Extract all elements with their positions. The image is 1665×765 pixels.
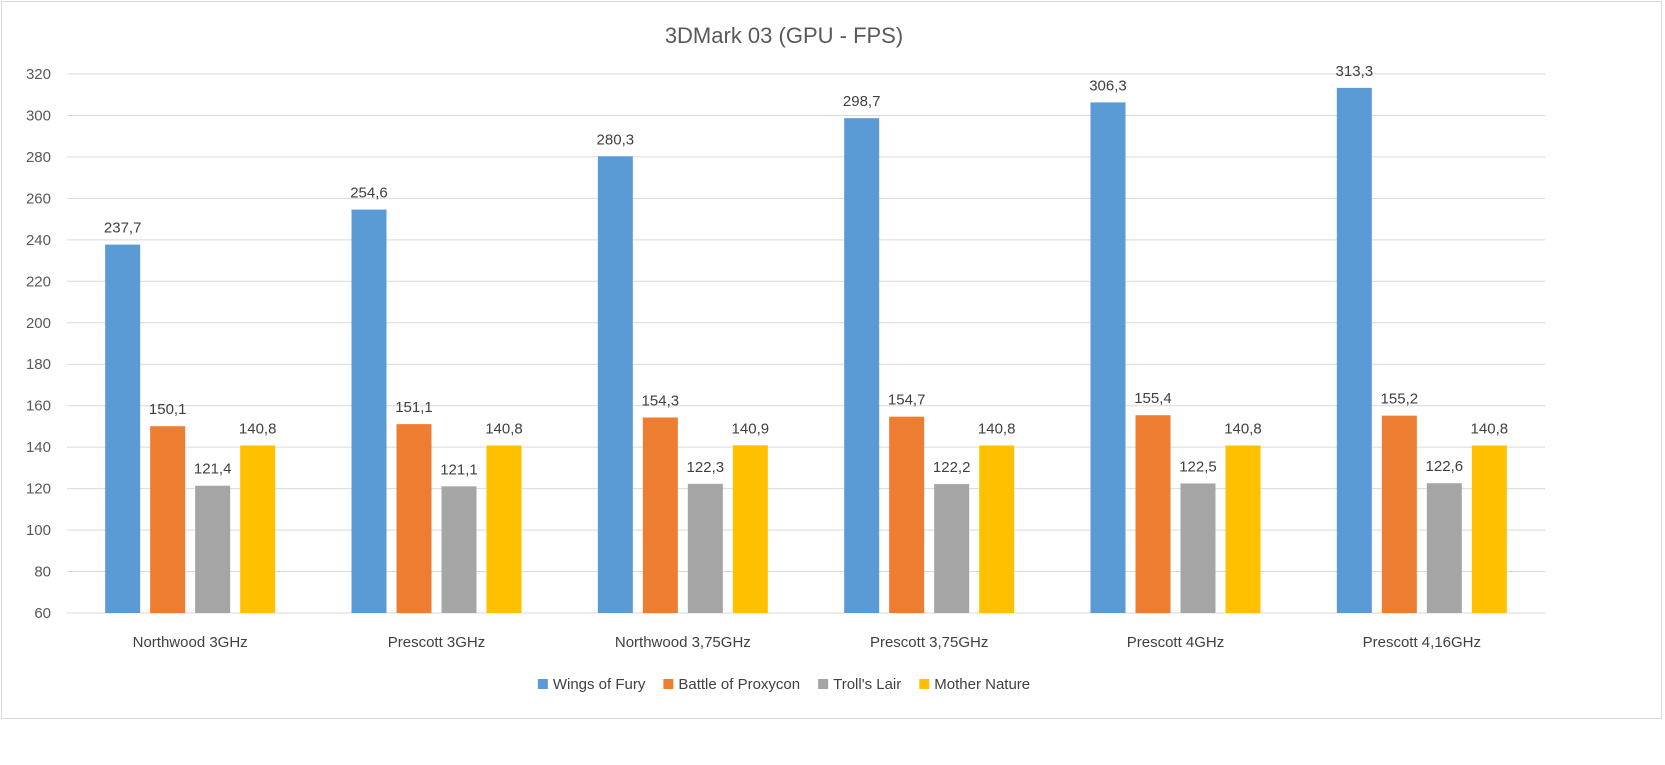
legend-label: Battle of Proxycon xyxy=(678,676,800,693)
y-tick-label: 260 xyxy=(26,190,51,207)
data-label: 155,2 xyxy=(1381,391,1419,408)
bar-wings-of-fury xyxy=(351,209,387,613)
data-label: 122,2 xyxy=(933,459,971,476)
data-label: 122,6 xyxy=(1426,458,1464,475)
y-axis-ticks: 60 80 100 120 140 160 180 200 220 240 260 280 300 320 xyxy=(26,66,51,622)
bar-mother-nature xyxy=(240,445,276,613)
y-tick-label: 160 xyxy=(26,398,51,415)
gridlines xyxy=(67,73,1545,614)
data-label: 155,4 xyxy=(1134,390,1172,407)
data-label: 151,1 xyxy=(395,399,433,416)
data-label: 140,8 xyxy=(485,420,523,437)
legend-swatch xyxy=(919,679,930,689)
bar-wings-of-fury xyxy=(597,156,633,613)
y-tick-label: 280 xyxy=(26,149,51,166)
data-label: 313,3 xyxy=(1336,63,1374,80)
x-axis-categories: Northwood 3GHz Prescott 3GHz Northwood 3,7… xyxy=(133,634,1481,651)
bars xyxy=(105,87,1507,613)
data-label: 140,8 xyxy=(239,420,277,437)
x-category-label: Prescott 4,16GHz xyxy=(1363,634,1481,651)
bar-troll-s-lair xyxy=(195,485,231,613)
y-tick-label: 180 xyxy=(26,356,51,373)
data-label: 140,8 xyxy=(1224,420,1262,437)
bar-mother-nature xyxy=(486,445,522,613)
y-tick-label: 60 xyxy=(34,605,51,622)
data-label: 280,3 xyxy=(597,131,635,148)
data-label: 122,3 xyxy=(687,459,725,476)
bar-mother-nature xyxy=(732,445,768,613)
legend-swatch xyxy=(663,679,674,689)
bar-troll-s-lair xyxy=(1180,483,1216,613)
data-label: 254,6 xyxy=(350,185,388,202)
bar-battle-of-proxycon xyxy=(642,417,678,613)
y-tick-label: 220 xyxy=(26,273,51,290)
data-label: 154,3 xyxy=(642,393,680,410)
chart-title: 3DMark 03 (GPU - FPS) xyxy=(665,23,903,48)
bar-wings-of-fury xyxy=(1336,87,1372,613)
bar-troll-s-lair xyxy=(441,486,477,613)
bar-troll-s-lair xyxy=(934,484,970,613)
legend-swatch xyxy=(818,679,829,689)
data-label: 121,1 xyxy=(440,461,478,478)
data-label: 121,4 xyxy=(194,461,232,478)
data-label: 122,5 xyxy=(1179,458,1217,475)
y-tick-label: 120 xyxy=(26,481,51,498)
data-label: 298,7 xyxy=(843,93,881,110)
x-category-label: Prescott 3,75GHz xyxy=(870,634,988,651)
data-label: 150,1 xyxy=(149,401,187,418)
x-category-label: Prescott 4GHz xyxy=(1127,634,1225,651)
bar-troll-s-lair xyxy=(687,483,723,613)
y-tick-label: 80 xyxy=(34,564,51,581)
x-category-label: Northwood 3GHz xyxy=(133,634,248,651)
bar-battle-of-proxycon xyxy=(1135,415,1171,613)
data-labels: 237,7 150,1 121,4 140,8 254,6 151,1 121,1 140,8… xyxy=(104,63,1508,478)
bar-mother-nature xyxy=(979,445,1015,613)
bar-battle-of-proxycon xyxy=(889,416,925,613)
bar-wings-of-fury xyxy=(1090,102,1126,613)
data-label: 140,8 xyxy=(978,420,1016,437)
bar-battle-of-proxycon xyxy=(150,426,186,613)
bar-wings-of-fury xyxy=(844,118,880,613)
bar-mother-nature xyxy=(1471,445,1507,613)
bar-troll-s-lair xyxy=(1426,483,1462,613)
legend: Wings of Fury Battle of Proxycon Troll's L… xyxy=(537,676,1030,693)
y-tick-label: 200 xyxy=(26,315,51,332)
data-label: 140,9 xyxy=(732,420,770,437)
bar-mother-nature xyxy=(1225,445,1261,613)
bar-battle-of-proxycon xyxy=(396,424,432,613)
legend-label: Troll's Lair xyxy=(833,676,901,693)
x-category-label: Northwood 3,75GHz xyxy=(615,634,751,651)
data-label: 237,7 xyxy=(104,220,142,237)
bar-battle-of-proxycon xyxy=(1381,415,1417,613)
legend-swatch xyxy=(537,679,548,689)
y-tick-label: 140 xyxy=(26,439,51,456)
y-tick-label: 300 xyxy=(26,107,51,124)
x-category-label: Prescott 3GHz xyxy=(388,634,486,651)
y-tick-label: 320 xyxy=(26,66,51,83)
y-tick-label: 100 xyxy=(26,522,51,539)
legend-label: Wings of Fury xyxy=(553,676,646,693)
data-label: 154,7 xyxy=(888,392,926,409)
y-tick-label: 240 xyxy=(26,232,51,249)
legend-label: Mother Nature xyxy=(934,676,1030,693)
data-label: 306,3 xyxy=(1089,77,1127,94)
bar-wings-of-fury xyxy=(105,244,141,613)
data-label: 140,8 xyxy=(1471,420,1509,437)
